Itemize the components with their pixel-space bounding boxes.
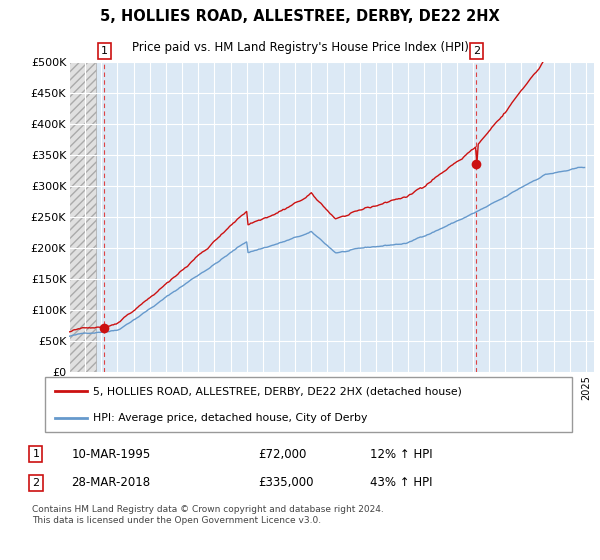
Text: £335,000: £335,000	[259, 477, 314, 489]
Text: 28-MAR-2018: 28-MAR-2018	[71, 477, 151, 489]
Text: Contains HM Land Registry data © Crown copyright and database right 2024.
This d: Contains HM Land Registry data © Crown c…	[32, 505, 384, 525]
Text: 5, HOLLIES ROAD, ALLESTREE, DERBY, DE22 2HX (detached house): 5, HOLLIES ROAD, ALLESTREE, DERBY, DE22 …	[93, 386, 461, 396]
Text: HPI: Average price, detached house, City of Derby: HPI: Average price, detached house, City…	[93, 413, 367, 423]
Text: £72,000: £72,000	[259, 447, 307, 461]
Text: 12% ↑ HPI: 12% ↑ HPI	[370, 447, 433, 461]
Text: 5, HOLLIES ROAD, ALLESTREE, DERBY, DE22 2HX: 5, HOLLIES ROAD, ALLESTREE, DERBY, DE22 …	[100, 9, 500, 24]
Bar	[69, 62, 97, 372]
Text: 2: 2	[32, 478, 40, 488]
FancyBboxPatch shape	[44, 377, 572, 432]
Text: 1: 1	[32, 449, 40, 459]
Text: 43% ↑ HPI: 43% ↑ HPI	[370, 477, 433, 489]
Text: 1: 1	[101, 46, 108, 56]
Text: 10-MAR-1995: 10-MAR-1995	[71, 447, 151, 461]
Text: Price paid vs. HM Land Registry's House Price Index (HPI): Price paid vs. HM Land Registry's House …	[131, 41, 469, 54]
Text: 2: 2	[473, 46, 480, 56]
